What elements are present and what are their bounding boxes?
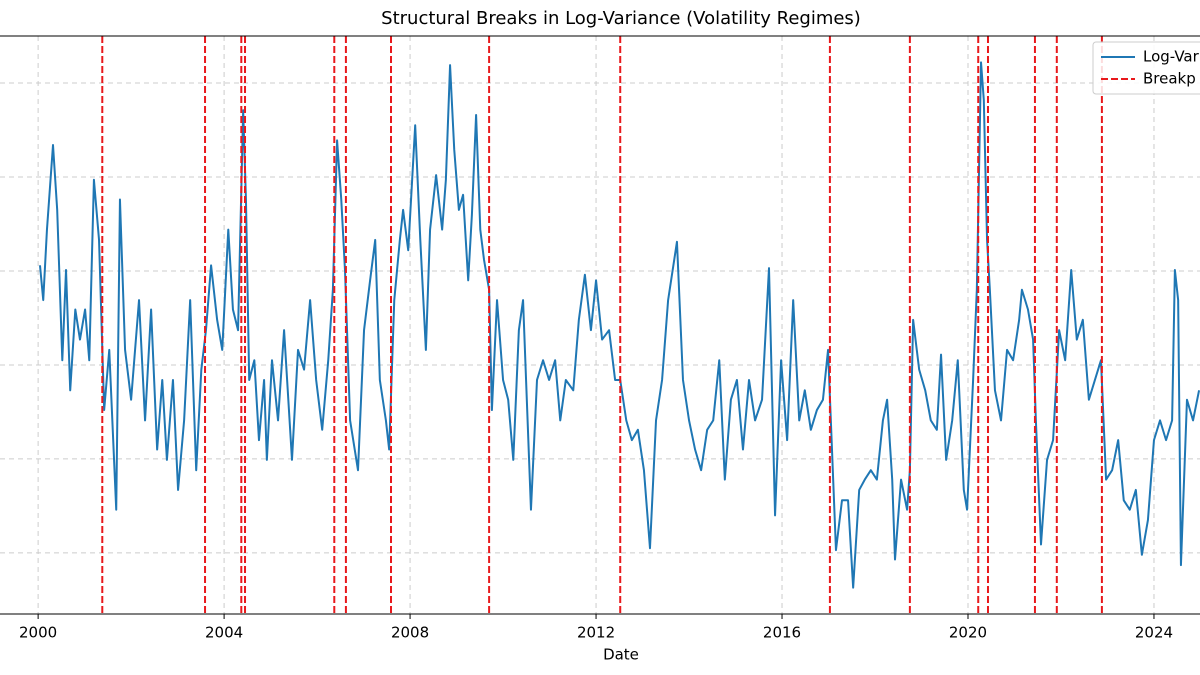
x-tick-label: 2004	[205, 624, 243, 642]
x-tick-label: 2016	[763, 624, 801, 642]
legend-label: Breakp	[1143, 70, 1196, 88]
chart-title: Structural Breaks in Log-Variance (Volat…	[381, 8, 861, 29]
legend-label: Log-Var	[1143, 48, 1200, 66]
x-tick-label: 2020	[949, 624, 987, 642]
x-tick-label: 2024	[1135, 624, 1173, 642]
x-axis-label: Date	[603, 646, 639, 664]
x-tick-label: 2000	[19, 624, 57, 642]
x-tick-label: 2012	[577, 624, 615, 642]
legend-box	[1092, 41, 1200, 95]
x-tick-label: 2008	[391, 624, 429, 642]
data-line	[38, 61, 1200, 589]
